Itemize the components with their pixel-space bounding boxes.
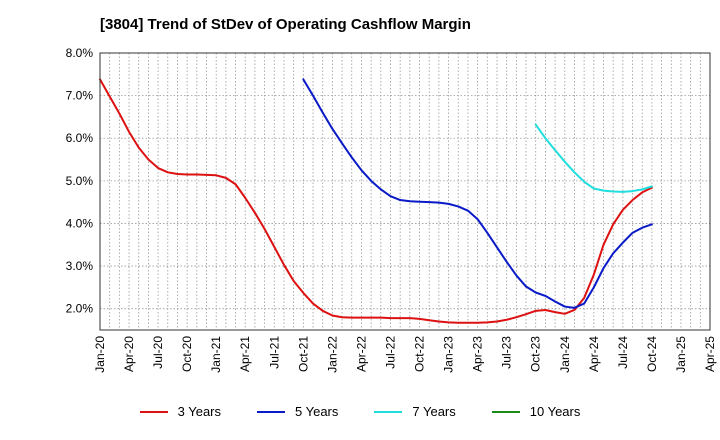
x-tick-label: Oct-20 (180, 336, 194, 372)
axes: 2.0% 3.0% 4.0% 5.0% 6.0% 7.0% 8.0% Jan-20 Apr-20… (66, 46, 717, 373)
x-tick-label: Jan-25 (674, 336, 688, 373)
x-tick-label: Jan-23 (442, 336, 456, 373)
legend-item-5-years: 5 Years (257, 404, 338, 419)
x-tick-label: Oct-22 (413, 336, 427, 372)
x-tick-label: Oct-24 (645, 336, 659, 372)
x-tick-label: Apr-24 (587, 336, 601, 372)
series-lines (99, 78, 653, 324)
legend-label: 7 Years (412, 404, 456, 419)
legend-label: 10 Years (529, 404, 581, 419)
x-tick-label: Jan-20 (93, 336, 107, 373)
x-tick-label: Jul-22 (383, 336, 397, 369)
x-tick-label: Apr-21 (238, 336, 252, 372)
chart-title: [3804] Trend of StDev of Operating Cashf… (100, 16, 471, 33)
x-tick-label: Oct-21 (296, 336, 310, 372)
y-tick-label: 6.0% (66, 131, 94, 145)
x-tick-label: Jan-21 (209, 336, 223, 373)
legend-swatch (374, 410, 403, 413)
legend-label: 3 Years (177, 404, 221, 419)
series-line-5-years (302, 78, 653, 309)
x-tick-label: Apr-23 (471, 336, 485, 372)
legend: 3 Years 5 Years 7 Years 10 Years (0, 404, 720, 419)
x-tick-label: Oct-23 (529, 336, 543, 372)
x-tick-label: Jul-23 (500, 336, 514, 369)
y-tick-label: 8.0% (66, 46, 94, 60)
x-tick-label: Jul-24 (616, 336, 630, 369)
line-chart: 2.0% 3.0% 4.0% 5.0% 6.0% 7.0% 8.0% Jan-20 Apr-20… (66, 46, 717, 373)
y-tick-label: 3.0% (66, 259, 94, 273)
legend-swatch (257, 410, 285, 413)
x-tick-label: Jul-21 (267, 336, 281, 369)
x-tick-label: Apr-22 (354, 336, 368, 372)
x-tick-label: Jan-24 (558, 336, 572, 373)
y-tick-label: 7.0% (66, 89, 94, 103)
legend-label: 5 Years (295, 404, 339, 419)
plot-frame (99, 52, 711, 331)
legend-swatch (491, 410, 520, 413)
y-tick-label: 5.0% (66, 174, 94, 188)
x-tick-label: Apr-20 (122, 336, 136, 372)
y-tick-label: 4.0% (66, 216, 94, 230)
legend-swatch (139, 410, 168, 413)
legend-item-7-years: 7 Years (374, 404, 456, 419)
series-line-3-years (99, 78, 653, 324)
legend-item-3-years: 3 Years (139, 404, 221, 419)
x-tick-label: Apr-25 (703, 336, 717, 372)
legend-item-10-years: 10 Years (491, 404, 581, 419)
y-tick-label: 2.0% (66, 302, 94, 316)
series-line-7-years (534, 123, 653, 193)
x-tick-label: Jan-22 (325, 336, 339, 373)
x-tick-label: Jul-20 (151, 336, 165, 369)
